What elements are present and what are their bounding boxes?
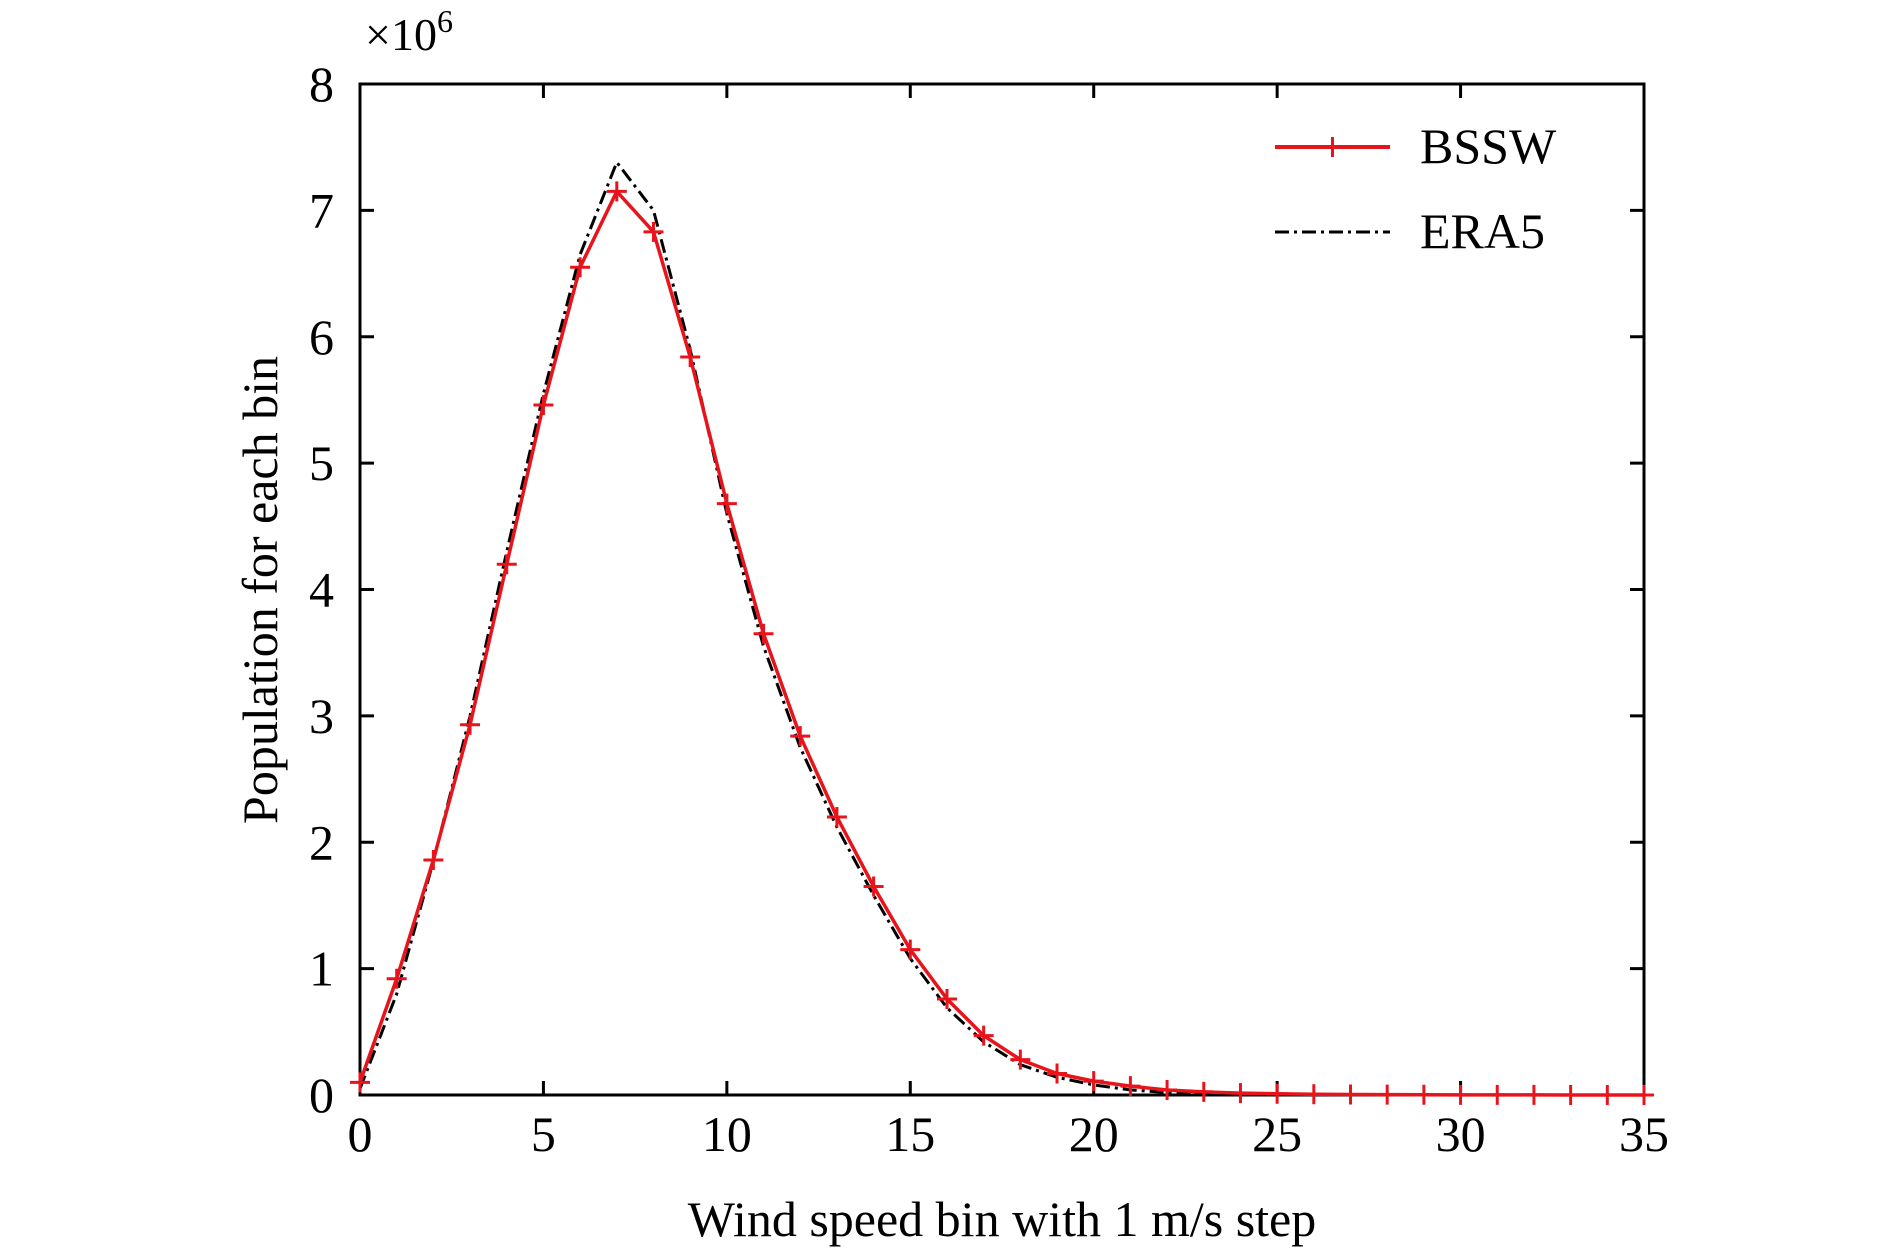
- x-tick-label: 25: [1252, 1106, 1302, 1162]
- plot-area: 0 5 10 15 20 25 30 35 0 1 2 3 4 5 6 7 8: [309, 56, 1669, 1162]
- x-tick-label: 30: [1436, 1106, 1486, 1162]
- data-point-bssw: [863, 876, 884, 897]
- data-point-bssw: [460, 714, 481, 735]
- svg-text:×106: ×106: [365, 3, 453, 60]
- series-line-bssw: [358, 189, 1644, 1097]
- data-point-bssw: [1230, 1083, 1251, 1104]
- y-axis-ticks: 0 1 2 3 4 5 6 7 8: [309, 56, 1644, 1123]
- data-point-bssw: [1083, 1071, 1104, 1092]
- x-axis-ticks: 0 5 10 15 20 25 30 35: [348, 84, 1669, 1162]
- data-point-bssw: [973, 1025, 994, 1046]
- data-point-bssw: [386, 968, 407, 989]
- y-tick-label: 1: [309, 941, 334, 997]
- legend: BSSW ERA5: [1275, 118, 1557, 259]
- x-tick-label: 5: [531, 1106, 556, 1162]
- data-point-bssw: [1267, 1083, 1288, 1104]
- x-axis-label: Wind speed bin with 1 m/s step: [688, 1191, 1317, 1247]
- data-point-bssw: [753, 623, 774, 644]
- y-multiplier-base: ×10: [365, 9, 437, 60]
- data-point-bssw: [826, 806, 847, 827]
- data-point-bssw: [1450, 1084, 1471, 1105]
- y-tick-label: 6: [309, 309, 334, 365]
- data-point-bssw: [1193, 1081, 1214, 1102]
- series-line-era5: [358, 160, 1644, 1097]
- y-tick-label: 7: [309, 182, 334, 238]
- data-point-bssw: [1303, 1084, 1324, 1105]
- series-layer: [350, 160, 1654, 1105]
- data-point-bssw: [1487, 1084, 1508, 1105]
- y-tick-label: 8: [309, 56, 334, 112]
- data-point-bssw: [533, 394, 554, 415]
- legend-label-bssw: BSSW: [1420, 118, 1557, 174]
- y-tick-label: 5: [309, 435, 334, 491]
- data-point-bssw: [1523, 1084, 1544, 1105]
- data-point-bssw: [1157, 1079, 1178, 1100]
- data-point-bssw: [1010, 1049, 1031, 1070]
- data-point-bssw: [680, 346, 701, 367]
- legend-entry-bssw: BSSW: [1275, 118, 1557, 174]
- x-tick-label: 15: [885, 1106, 935, 1162]
- data-point-bssw: [423, 849, 444, 870]
- y-axis-label: Population for each bin: [232, 356, 288, 824]
- data-point-bssw: [1634, 1085, 1654, 1105]
- data-point-bssw: [716, 493, 737, 514]
- y-multiplier-exponent: 6: [437, 3, 453, 39]
- data-point-bssw: [1413, 1084, 1434, 1105]
- x-tick-label: 10: [702, 1106, 752, 1162]
- x-tick-label: 35: [1619, 1106, 1669, 1162]
- data-point-bssw: [350, 1072, 370, 1093]
- data-point-bssw: [643, 221, 664, 242]
- data-point-bssw: [900, 939, 921, 960]
- y-tick-label: 3: [309, 688, 334, 744]
- x-tick-label: 0: [348, 1106, 373, 1162]
- data-point-bssw: [1047, 1063, 1068, 1084]
- series-bssw: [350, 181, 1654, 1105]
- legend-label-era5: ERA5: [1420, 203, 1545, 259]
- y-tick-label: 0: [309, 1067, 334, 1123]
- data-point-bssw: [936, 988, 957, 1009]
- series-era5: [358, 160, 1644, 1097]
- data-point-bssw: [1377, 1084, 1398, 1105]
- data-point-bssw: [1597, 1085, 1618, 1105]
- data-point-bssw: [1120, 1076, 1141, 1097]
- data-point-bssw: [1560, 1085, 1581, 1105]
- data-point-bssw: [570, 257, 591, 278]
- x-tick-label: 20: [1069, 1106, 1119, 1162]
- legend-marker-bssw: [1322, 137, 1343, 157]
- data-point-bssw: [790, 726, 811, 747]
- data-point-bssw: [1340, 1084, 1361, 1105]
- data-point-bssw: [496, 554, 517, 575]
- y-tick-label: 2: [309, 814, 334, 870]
- legend-entry-era5: ERA5: [1275, 203, 1545, 259]
- y-tick-label: 4: [309, 562, 334, 618]
- data-point-bssw: [606, 181, 627, 202]
- y-multiplier: ×106: [365, 3, 453, 60]
